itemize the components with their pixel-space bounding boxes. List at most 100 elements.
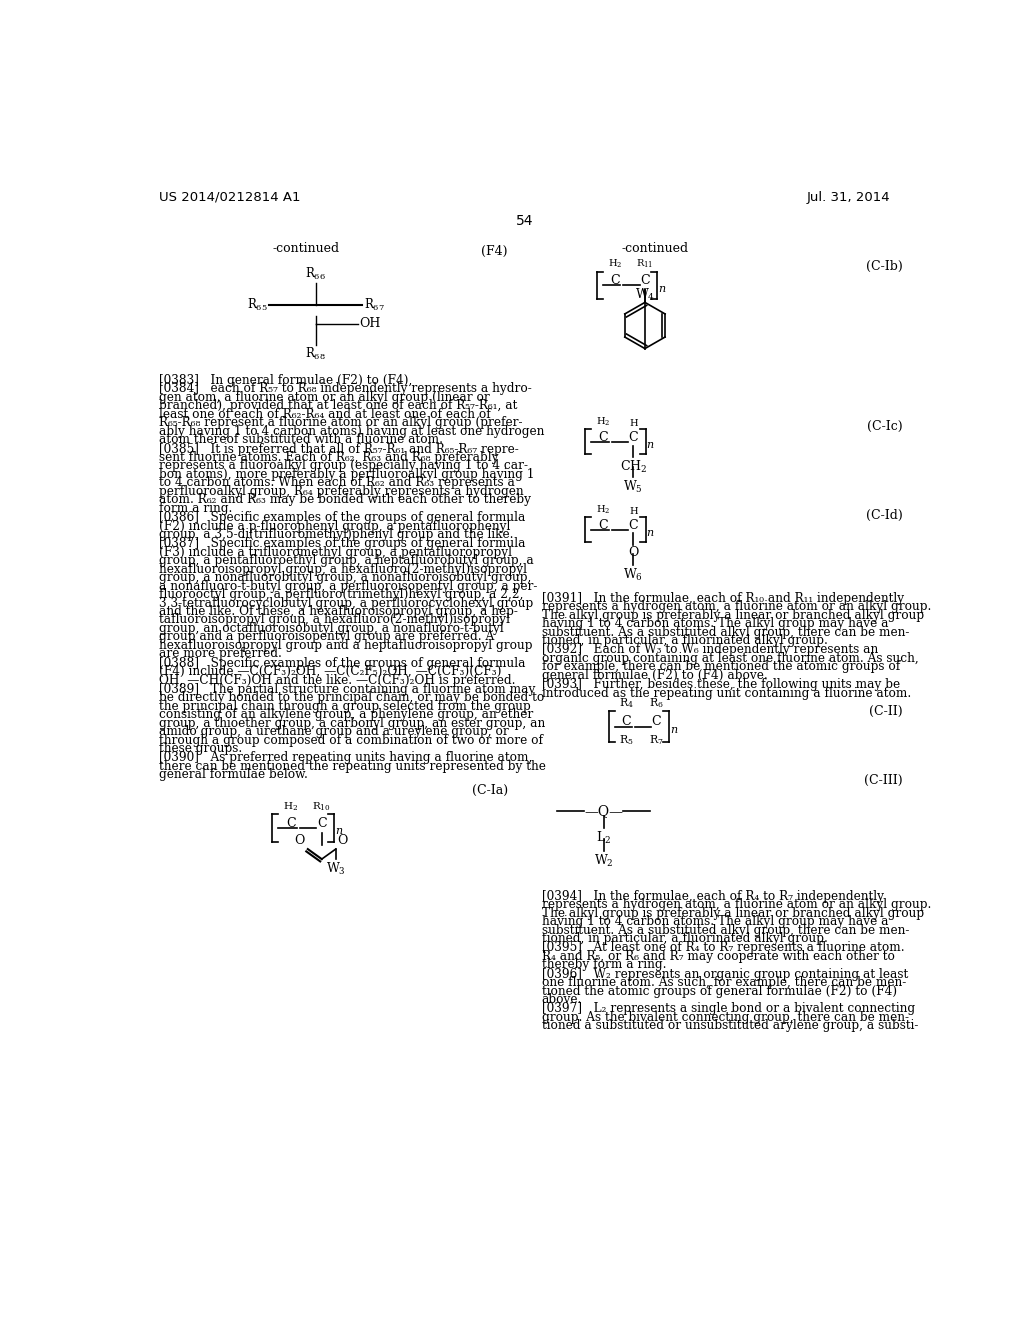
- Text: (C-Ib): (C-Ib): [866, 260, 903, 273]
- Text: [0394]   In the formulae, each of R₄ to R₇ independently: [0394] In the formulae, each of R₄ to R₇…: [542, 890, 884, 903]
- Text: having 1 to 4 carbon atoms. The alkyl group may have a: having 1 to 4 carbon atoms. The alkyl gr…: [542, 915, 889, 928]
- Text: (C-Id): (C-Id): [866, 508, 903, 521]
- Text: C: C: [598, 519, 608, 532]
- Text: there can be mentioned the repeating units represented by the: there can be mentioned the repeating uni…: [159, 760, 546, 772]
- Text: tioned, in particular, a fluorinated alkyl group.: tioned, in particular, a fluorinated alk…: [542, 635, 827, 647]
- Text: C: C: [622, 714, 631, 727]
- Text: $\mathregular{W_3}$: $\mathregular{W_3}$: [326, 861, 346, 876]
- Text: [0389]   The partial structure containing a fluorine atom may: [0389] The partial structure containing …: [159, 682, 536, 696]
- Text: group. As the bivalent connecting group, there can be men-: group. As the bivalent connecting group,…: [542, 1011, 909, 1024]
- Text: group, an octafluoroisobutyl group, a nonafluoro-t-butyl: group, an octafluoroisobutyl group, a no…: [159, 622, 504, 635]
- Text: C: C: [629, 432, 638, 445]
- Text: are more preferred.: are more preferred.: [159, 647, 282, 660]
- Text: [0387]   Specific examples of the groups of general formula: [0387] Specific examples of the groups o…: [159, 537, 525, 550]
- Text: $\mathregular{H_2}$: $\mathregular{H_2}$: [596, 503, 610, 516]
- Text: [0396]   W₂ represents an organic group containing at least: [0396] W₂ represents an organic group co…: [542, 968, 908, 981]
- Text: H: H: [629, 418, 638, 428]
- Text: [0391]   In the formulae, each of R₁₀ and R₁₁ independently: [0391] In the formulae, each of R₁₀ and …: [542, 591, 904, 605]
- Text: $\mathregular{R_{10}}$: $\mathregular{R_{10}}$: [312, 800, 331, 813]
- Text: -continued: -continued: [272, 242, 340, 255]
- Text: represents a hydrogen atom, a fluorine atom or an alkyl group.: represents a hydrogen atom, a fluorine a…: [542, 601, 931, 614]
- Text: general formulae (F2) to (F4) above.: general formulae (F2) to (F4) above.: [542, 669, 768, 682]
- Text: (C-III): (C-III): [864, 775, 903, 788]
- Text: [0385]   It is preferred that all of R₅₇-R₆₁ and R₆₅-R₆₇ repre-: [0385] It is preferred that all of R₅₇-R…: [159, 442, 519, 455]
- Text: -continued: -continued: [622, 242, 688, 255]
- Text: be directly bonded to the principal chain, or may be bonded to: be directly bonded to the principal chai…: [159, 692, 544, 705]
- Text: a nonafluoro-t-butyl group, a perfluoroisopentyl group, a per-: a nonafluoro-t-butyl group, a perfluoroi…: [159, 579, 538, 593]
- Text: C: C: [598, 432, 608, 445]
- Text: $\mathregular{R_{11}}$: $\mathregular{R_{11}}$: [636, 257, 653, 271]
- Text: (F4): (F4): [481, 246, 508, 259]
- Text: atom. R₆₂ and R₆₃ may be bonded with each other to thereby: atom. R₆₂ and R₆₃ may be bonded with eac…: [159, 494, 531, 507]
- Text: $\mathregular{H_2}$: $\mathregular{H_2}$: [284, 800, 298, 813]
- Text: $\mathregular{R_4}$: $\mathregular{R_4}$: [618, 696, 634, 710]
- Text: [0386]   Specific examples of the groups of general formula: [0386] Specific examples of the groups o…: [159, 511, 525, 524]
- Text: —Q—: —Q—: [585, 804, 624, 818]
- Text: hexafluoroisopropyl group, a hexafluoro(2-methyl)isopropyl: hexafluoroisopropyl group, a hexafluoro(…: [159, 562, 527, 576]
- Text: [0395]   At least one of R₄ to R₇ represents a fluorine atom.: [0395] At least one of R₄ to R₇ represen…: [542, 941, 904, 954]
- Text: O: O: [628, 546, 639, 560]
- Text: group, a thioether group, a carbonyl group, an ester group, an: group, a thioether group, a carbonyl gro…: [159, 717, 545, 730]
- Text: [0388]   Specific examples of the groups of general formula: [0388] Specific examples of the groups o…: [159, 656, 525, 669]
- Text: (F4) include —C(CF₃)₂OH, —C(C₂F₅)₂OH, —C(CF₃)(CF₃): (F4) include —C(CF₃)₂OH, —C(C₂F₅)₂OH, —C…: [159, 665, 502, 678]
- Text: The alkyl group is preferably a linear or branched alkyl group: The alkyl group is preferably a linear o…: [542, 609, 924, 622]
- Text: general formulae below.: general formulae below.: [159, 768, 308, 781]
- Text: [0393]   Further, besides these, the following units may be: [0393] Further, besides these, the follo…: [542, 678, 900, 692]
- Text: C: C: [651, 714, 662, 727]
- Text: these groups.: these groups.: [159, 742, 243, 755]
- Text: H: H: [629, 507, 638, 516]
- Text: (C-II): (C-II): [869, 705, 903, 718]
- Text: $\mathregular{R_{67}}$: $\mathregular{R_{67}}$: [364, 297, 384, 313]
- Text: $\mathregular{W_2}$: $\mathregular{W_2}$: [594, 853, 613, 869]
- Text: $\mathregular{R_{66}}$: $\mathregular{R_{66}}$: [305, 265, 326, 281]
- Text: $\mathregular{H_2}$: $\mathregular{H_2}$: [607, 257, 622, 271]
- Text: group, a nonafluorobutyl group, a nonafluoroisobutyl group,: group, a nonafluorobutyl group, a nonafl…: [159, 572, 531, 585]
- Text: sent fluorine atoms. Each of R₆₂, R₆₃ and R₆₈ preferably: sent fluorine atoms. Each of R₆₂, R₆₃ an…: [159, 451, 499, 465]
- Text: hexafluoroisopropyl group and a heptafluoroisopropyl group: hexafluoroisopropyl group and a heptaflu…: [159, 639, 532, 652]
- Text: substituent. As a substituted alkyl group, there can be men-: substituent. As a substituted alkyl grou…: [542, 626, 909, 639]
- Text: $\mathregular{W_5}$: $\mathregular{W_5}$: [624, 479, 643, 495]
- Text: group, a 3,5-di(trifluoromethyl)phenyl group and the like.: group, a 3,5-di(trifluoromethyl)phenyl g…: [159, 528, 513, 541]
- Text: 54: 54: [516, 214, 534, 228]
- Text: C: C: [610, 275, 620, 288]
- Text: amido group, a urethane group and a ureylene group, or: amido group, a urethane group and a urey…: [159, 725, 509, 738]
- Text: the principal chain through a group selected from the group: the principal chain through a group sele…: [159, 700, 530, 713]
- Text: [0383]   In general formulae (F2) to (F4),: [0383] In general formulae (F2) to (F4),: [159, 374, 413, 387]
- Text: tioned a substituted or unsubstituted arylene group, a substi-: tioned a substituted or unsubstituted ar…: [542, 1019, 919, 1032]
- Text: [0384]   each of R₅₇ to R₆₈ independently represents a hydro-: [0384] each of R₅₇ to R₆₈ independently …: [159, 383, 531, 396]
- Text: branched), provided that at least one of each of R₅₇-R₆₁, at: branched), provided that at least one of…: [159, 400, 517, 412]
- Text: $\mathregular{R_6}$: $\mathregular{R_6}$: [649, 696, 664, 710]
- Text: C: C: [629, 519, 638, 532]
- Text: n: n: [646, 528, 653, 537]
- Text: US 2014/0212814 A1: US 2014/0212814 A1: [159, 191, 300, 203]
- Text: and the like. Of these, a hexafluoroisopropyl group, a hep-: and the like. Of these, a hexafluoroisop…: [159, 605, 518, 618]
- Text: bon atoms), more preferably a perfluoroalkyl group having 1: bon atoms), more preferably a perfluoroa…: [159, 469, 535, 480]
- Text: C: C: [286, 817, 296, 830]
- Text: OH: OH: [359, 317, 381, 330]
- Text: fluorooctyl group, a perfluoro(trimethyl)hexyl group, a 2,2,: fluorooctyl group, a perfluoro(trimethyl…: [159, 589, 523, 601]
- Text: (F3) include a trifluoromethyl group, a pentafluoropropyl: (F3) include a trifluoromethyl group, a …: [159, 545, 512, 558]
- Text: R₄ and R₅, or R₆ and R₇ may cooperate with each other to: R₄ and R₅, or R₆ and R₇ may cooperate wi…: [542, 950, 895, 964]
- Text: group, a pentafluoroethyl group, a heptafluorobutyl group, a: group, a pentafluoroethyl group, a hepta…: [159, 554, 534, 568]
- Text: $\mathregular{W_4}$: $\mathregular{W_4}$: [635, 286, 655, 304]
- Text: (C-Ic): (C-Ic): [867, 420, 903, 433]
- Text: tafluoroisopropyl group, a hexafluoro(2-methyl)isopropyl: tafluoroisopropyl group, a hexafluoro(2-…: [159, 614, 510, 627]
- Text: (C-Ia): (C-Ia): [472, 784, 508, 797]
- Text: tioned, in particular, a fluorinated alkyl group.: tioned, in particular, a fluorinated alk…: [542, 932, 827, 945]
- Text: R₆₅-R₆₈ represent a fluorine atom or an alkyl group (prefer-: R₆₅-R₆₈ represent a fluorine atom or an …: [159, 416, 522, 429]
- Text: O: O: [294, 834, 305, 847]
- Text: group and a perfluoroisopentyl group are preferred. A: group and a perfluoroisopentyl group are…: [159, 631, 495, 643]
- Text: substituent. As a substituted alkyl group, there can be men-: substituent. As a substituted alkyl grou…: [542, 924, 909, 937]
- Text: $\mathregular{R_{68}}$: $\mathregular{R_{68}}$: [305, 346, 326, 363]
- Text: introduced as the repeating unit containing a fluorine atom.: introduced as the repeating unit contain…: [542, 686, 911, 700]
- Text: represents a hydrogen atom, a fluorine atom or an alkyl group.: represents a hydrogen atom, a fluorine a…: [542, 899, 931, 911]
- Text: 3,3-tetrafluorocyclobutyl group, a perfluorocyclohexyl group: 3,3-tetrafluorocyclobutyl group, a perfl…: [159, 597, 534, 610]
- Text: [0390]   As preferred repeating units having a fluorine atom,: [0390] As preferred repeating units havi…: [159, 751, 532, 764]
- Text: for example, there can be mentioned the atomic groups of: for example, there can be mentioned the …: [542, 660, 900, 673]
- Text: $\mathregular{R_{65}}$: $\mathregular{R_{65}}$: [247, 297, 267, 313]
- Text: above.: above.: [542, 993, 583, 1006]
- Text: $\mathregular{W_6}$: $\mathregular{W_6}$: [624, 566, 643, 582]
- Text: ably having 1 to 4 carbon atoms) having at least one hydrogen: ably having 1 to 4 carbon atoms) having …: [159, 425, 545, 438]
- Text: n: n: [335, 826, 342, 837]
- Text: consisting of an alkylene group, a phenylene group, an ether: consisting of an alkylene group, a pheny…: [159, 708, 534, 721]
